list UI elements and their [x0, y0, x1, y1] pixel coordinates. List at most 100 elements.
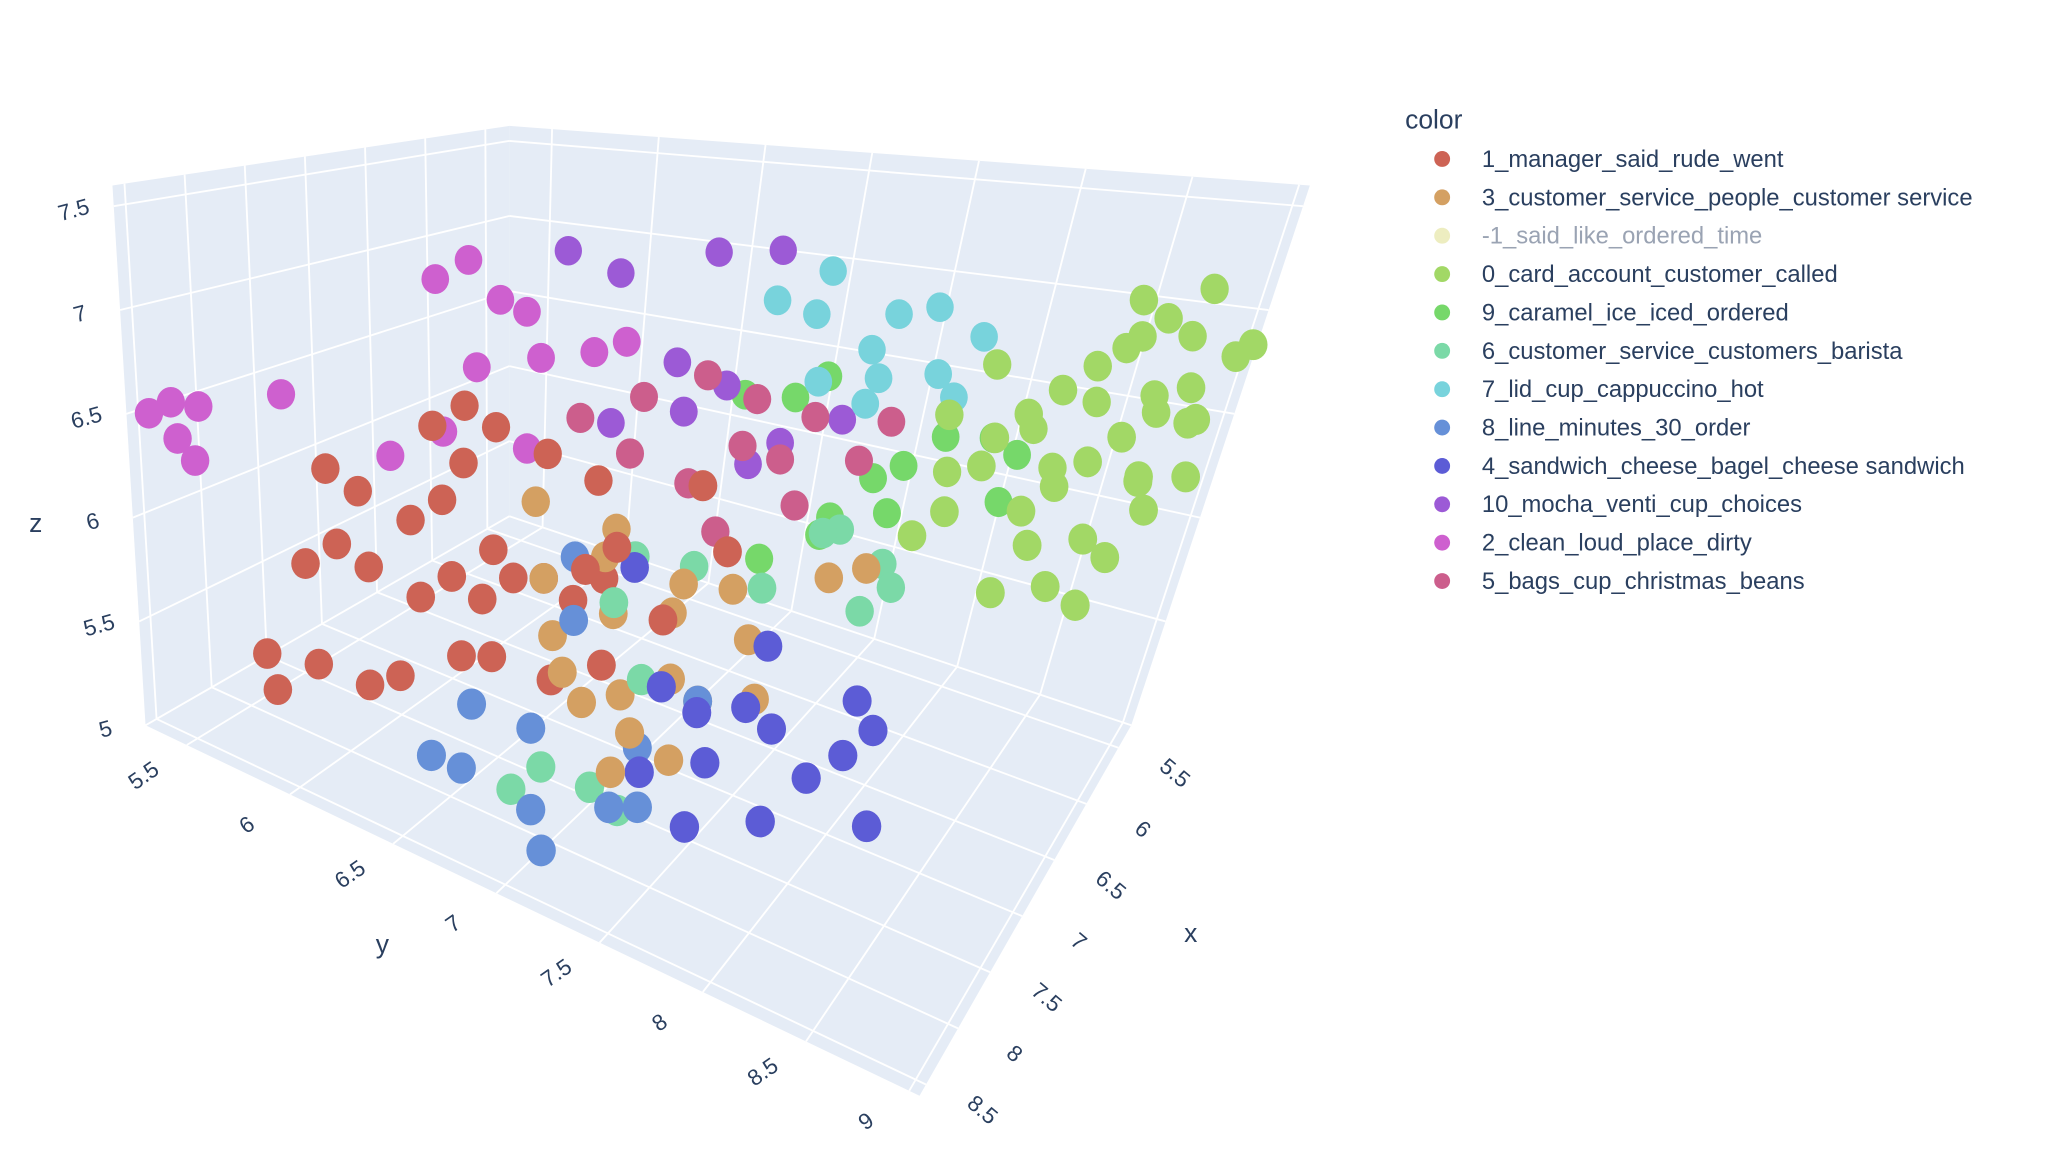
data-point-series-6[interactable] — [924, 359, 953, 389]
data-point-series-0[interactable] — [396, 504, 425, 536]
legend-item[interactable]: 1_manager_said_rude_went — [1434, 146, 1784, 173]
data-point-series-4[interactable] — [1003, 439, 1031, 470]
data-point-series-10[interactable] — [134, 397, 164, 429]
legend-item[interactable]: 3_customer_service_people_customer servi… — [1434, 184, 1973, 211]
data-point-series-3[interactable] — [1006, 495, 1036, 527]
data-point-series-3[interactable] — [935, 399, 964, 431]
data-point-series-5[interactable] — [599, 587, 629, 619]
data-point-series-3[interactable] — [1012, 529, 1042, 561]
data-point-series-5[interactable] — [574, 771, 605, 804]
data-point-series-0[interactable] — [427, 484, 457, 516]
data-point-series-10[interactable] — [163, 423, 192, 454]
data-point-series-0[interactable] — [571, 553, 600, 585]
data-points[interactable] — [134, 235, 1268, 867]
data-point-series-4[interactable] — [745, 543, 774, 574]
data-point-series-9[interactable] — [769, 235, 797, 266]
data-point-series-4[interactable] — [781, 382, 810, 413]
data-point-series-5[interactable] — [747, 572, 777, 604]
data-point-series-6[interactable] — [885, 299, 913, 329]
data-point-series-0[interactable] — [447, 640, 476, 672]
data-point-series-5[interactable] — [845, 595, 874, 627]
data-point-series-6[interactable] — [804, 366, 833, 397]
data-point-series-0[interactable] — [386, 660, 415, 692]
data-point-series-3[interactable] — [1129, 284, 1159, 316]
data-point-series-10[interactable] — [266, 379, 296, 410]
data-point-series-8[interactable] — [842, 685, 872, 717]
data-point-series-3[interactable] — [1014, 398, 1043, 430]
data-point-series-11[interactable] — [766, 444, 795, 475]
data-point-series-5[interactable] — [876, 572, 906, 603]
data-point-series-0[interactable] — [450, 390, 479, 421]
data-point-series-1[interactable] — [538, 620, 567, 652]
data-point-series-3[interactable] — [1200, 273, 1229, 305]
data-point-series-1[interactable] — [852, 553, 881, 584]
data-point-series-6[interactable] — [970, 321, 998, 352]
data-point-series-11[interactable] — [566, 402, 595, 434]
data-point-series-3[interactable] — [1238, 329, 1268, 361]
data-point-series-0[interactable] — [354, 551, 384, 583]
data-point-series-0[interactable] — [498, 562, 528, 594]
data-point-series-9[interactable] — [554, 235, 582, 266]
data-point-series-7[interactable] — [526, 834, 556, 867]
data-point-series-9[interactable] — [607, 258, 635, 288]
data-point-series-7[interactable] — [594, 791, 624, 824]
data-point-series-3[interactable] — [1176, 372, 1206, 404]
data-point-series-4[interactable] — [872, 498, 901, 529]
data-point-series-1[interactable] — [615, 717, 645, 749]
data-point-series-3[interactable] — [1030, 570, 1060, 603]
data-point-series-0[interactable] — [533, 438, 562, 470]
data-point-series-11[interactable] — [693, 360, 722, 391]
data-point-series-6[interactable] — [926, 292, 954, 323]
data-point-series-0[interactable] — [648, 604, 678, 636]
data-point-series-3[interactable] — [1128, 321, 1157, 352]
data-point-series-10[interactable] — [486, 284, 515, 315]
data-point-series-8[interactable] — [731, 691, 761, 724]
data-point-series-1[interactable] — [814, 562, 844, 594]
data-point-series-3[interactable] — [975, 577, 1005, 609]
data-point-series-3[interactable] — [1090, 541, 1120, 574]
data-point-series-6[interactable] — [819, 256, 847, 286]
data-point-series-10[interactable] — [612, 326, 641, 357]
data-point-series-3[interactable] — [897, 520, 927, 552]
data-point-series-0[interactable] — [263, 674, 293, 706]
data-point-series-10[interactable] — [180, 445, 210, 476]
data-point-series-8[interactable] — [858, 714, 888, 747]
data-point-series-3[interactable] — [1048, 374, 1078, 406]
data-point-series-10[interactable] — [421, 264, 450, 295]
data-point-series-3[interactable] — [1083, 350, 1112, 382]
data-point-series-3[interactable] — [1171, 461, 1201, 493]
data-point-series-1[interactable] — [653, 744, 684, 776]
data-point-series-8[interactable] — [753, 630, 783, 662]
data-point-series-3[interactable] — [1181, 403, 1211, 436]
data-point-series-10[interactable] — [376, 440, 405, 471]
data-point-series-0[interactable] — [713, 536, 742, 568]
legend-item[interactable]: 5_bags_cup_christmas_beans — [1434, 568, 1805, 595]
data-point-series-11[interactable] — [780, 490, 809, 521]
data-point-series-0[interactable] — [688, 470, 718, 502]
data-point-series-3[interactable] — [1068, 523, 1098, 555]
legend-item[interactable]: 2_clean_loud_place_dirty — [1434, 530, 1752, 557]
data-point-series-10[interactable] — [184, 391, 213, 422]
data-point-series-0[interactable] — [304, 648, 334, 680]
data-point-series-9[interactable] — [669, 396, 698, 427]
data-point-series-10[interactable] — [156, 386, 185, 418]
legend-item[interactable]: 7_lid_cup_cappuccino_hot — [1434, 376, 1764, 403]
data-point-series-11[interactable] — [615, 438, 645, 469]
data-point-series-10[interactable] — [513, 296, 541, 327]
data-point-series-4[interactable] — [984, 486, 1013, 518]
legend-item[interactable]: 0_card_account_customer_called — [1434, 261, 1838, 288]
data-point-series-8[interactable] — [791, 762, 821, 794]
data-point-series-0[interactable] — [311, 453, 340, 484]
data-point-series-8[interactable] — [669, 811, 700, 843]
data-point-series-7[interactable] — [446, 752, 476, 784]
data-point-series-3[interactable] — [1060, 589, 1090, 621]
data-point-series-7[interactable] — [457, 688, 487, 720]
data-point-series-7[interactable] — [516, 712, 546, 744]
data-point-series-0[interactable] — [479, 534, 508, 566]
data-point-series-9[interactable] — [828, 404, 857, 435]
data-point-series-3[interactable] — [1141, 397, 1171, 428]
data-point-series-0[interactable] — [477, 641, 507, 673]
legend-item[interactable]: 10_mocha_venti_cup_choices — [1434, 491, 1802, 518]
data-point-series-1[interactable] — [529, 562, 559, 594]
